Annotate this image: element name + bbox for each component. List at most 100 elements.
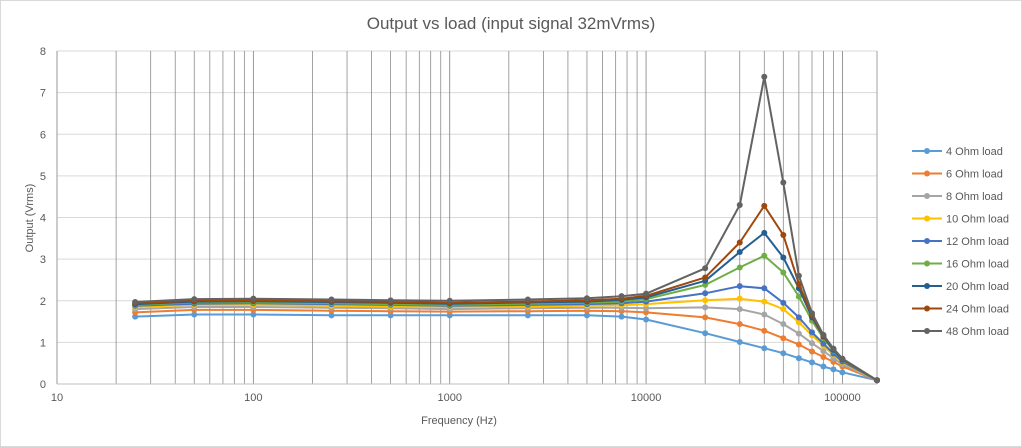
legend-label: 20 Ohm load — [946, 281, 1009, 293]
legend-label: 16 Ohm load — [946, 259, 1009, 271]
legend-label: 4 Ohm load — [946, 146, 1003, 158]
data-point — [618, 293, 625, 300]
data-point — [132, 313, 139, 320]
data-point — [643, 290, 650, 297]
data-point — [736, 295, 743, 302]
data-point — [328, 296, 335, 303]
data-point — [702, 314, 709, 321]
data-point — [387, 297, 394, 304]
data-point — [250, 295, 257, 302]
legend-label: 48 Ohm load — [946, 326, 1009, 338]
y-tick-label: 3 — [40, 254, 46, 266]
legend-label: 10 Ohm load — [946, 214, 1009, 226]
y-axis-title: Output (Vrms) — [24, 184, 36, 253]
data-point — [780, 269, 787, 276]
data-point — [780, 179, 787, 186]
data-point — [583, 312, 590, 319]
data-point — [780, 350, 787, 357]
data-point — [643, 305, 650, 312]
chart-title: Output vs load (input signal 32mVrms) — [366, 14, 656, 33]
legend-marker — [924, 238, 930, 244]
data-point — [736, 306, 743, 313]
y-tick-label: 7 — [40, 88, 46, 100]
legend-marker — [924, 215, 930, 222]
x-axis-title: Frequency (Hz) — [421, 415, 497, 427]
axis-layer: 0 1 2 3 4 5 6 7 8 10 100 1000 10000 100000 — [40, 46, 877, 404]
y-tick-label: 8 — [40, 46, 46, 58]
legend-marker — [924, 328, 930, 334]
data-point — [702, 304, 709, 311]
y-tick-label: 6 — [40, 129, 46, 141]
legend-entry: 10 Ohm load — [912, 214, 1009, 226]
y-tick-label: 4 — [40, 213, 46, 225]
data-point — [795, 319, 802, 326]
data-point — [780, 231, 787, 238]
data-point — [839, 369, 846, 376]
data-point — [820, 353, 827, 360]
data-point — [524, 312, 531, 319]
data-point — [250, 311, 257, 318]
series-layer — [132, 73, 880, 384]
data-point — [761, 345, 768, 352]
legend-entry: 48 Ohm load — [912, 326, 1009, 338]
data-point — [736, 249, 743, 256]
data-point — [736, 321, 743, 328]
legend-layer: 4 Ohm load 6 Ohm load 8 Ohm load 10 Ohm loa… — [912, 146, 1009, 338]
data-point — [446, 297, 453, 304]
series-line — [135, 306, 878, 382]
data-point — [736, 202, 743, 209]
data-point — [524, 296, 531, 303]
data-point — [780, 321, 787, 328]
data-point — [387, 312, 394, 319]
data-point — [702, 265, 709, 272]
data-point — [795, 341, 802, 348]
legend-label: 6 Ohm load — [946, 169, 1003, 181]
legend-label: 8 Ohm load — [946, 191, 1003, 203]
data-point — [780, 254, 787, 261]
data-point — [809, 310, 816, 317]
data-point — [583, 295, 590, 302]
data-point — [736, 283, 743, 290]
data-point — [761, 73, 768, 80]
data-point — [132, 298, 139, 305]
legend-entry: 24 Ohm load — [912, 304, 1009, 316]
data-point — [736, 338, 743, 345]
legend-marker — [924, 305, 930, 312]
data-point — [780, 335, 787, 342]
data-point — [820, 348, 827, 355]
data-point — [761, 229, 768, 236]
data-point — [761, 298, 768, 305]
series-line — [135, 308, 878, 382]
data-point — [874, 377, 880, 384]
x-tick-label: 1000 — [437, 392, 461, 404]
data-point — [809, 340, 816, 347]
data-point — [761, 202, 768, 209]
legend-marker — [924, 283, 930, 289]
data-point — [820, 340, 827, 347]
data-point — [328, 312, 335, 319]
data-point — [702, 274, 709, 281]
data-point — [618, 313, 625, 320]
data-point — [809, 359, 816, 366]
data-point — [820, 331, 827, 338]
data-point — [643, 309, 650, 316]
data-point — [761, 327, 768, 334]
data-point — [830, 345, 837, 352]
legend-entry: 8 Ohm load — [912, 191, 1003, 203]
data-point — [191, 296, 198, 303]
data-point — [795, 314, 802, 321]
legend-marker — [924, 260, 930, 267]
data-point — [795, 293, 802, 300]
y-tick-label: 2 — [40, 296, 46, 308]
data-point — [736, 264, 743, 271]
data-point — [702, 281, 709, 288]
x-tick-label: 100 — [244, 392, 262, 404]
legend-entry: 4 Ohm load — [912, 146, 1003, 158]
x-tick-label: 100000 — [824, 392, 861, 404]
legend-entry: 20 Ohm load — [912, 281, 1009, 293]
legend-entry: 16 Ohm load — [912, 259, 1009, 271]
data-point — [702, 297, 709, 304]
data-point — [795, 355, 802, 362]
data-point — [761, 311, 768, 318]
